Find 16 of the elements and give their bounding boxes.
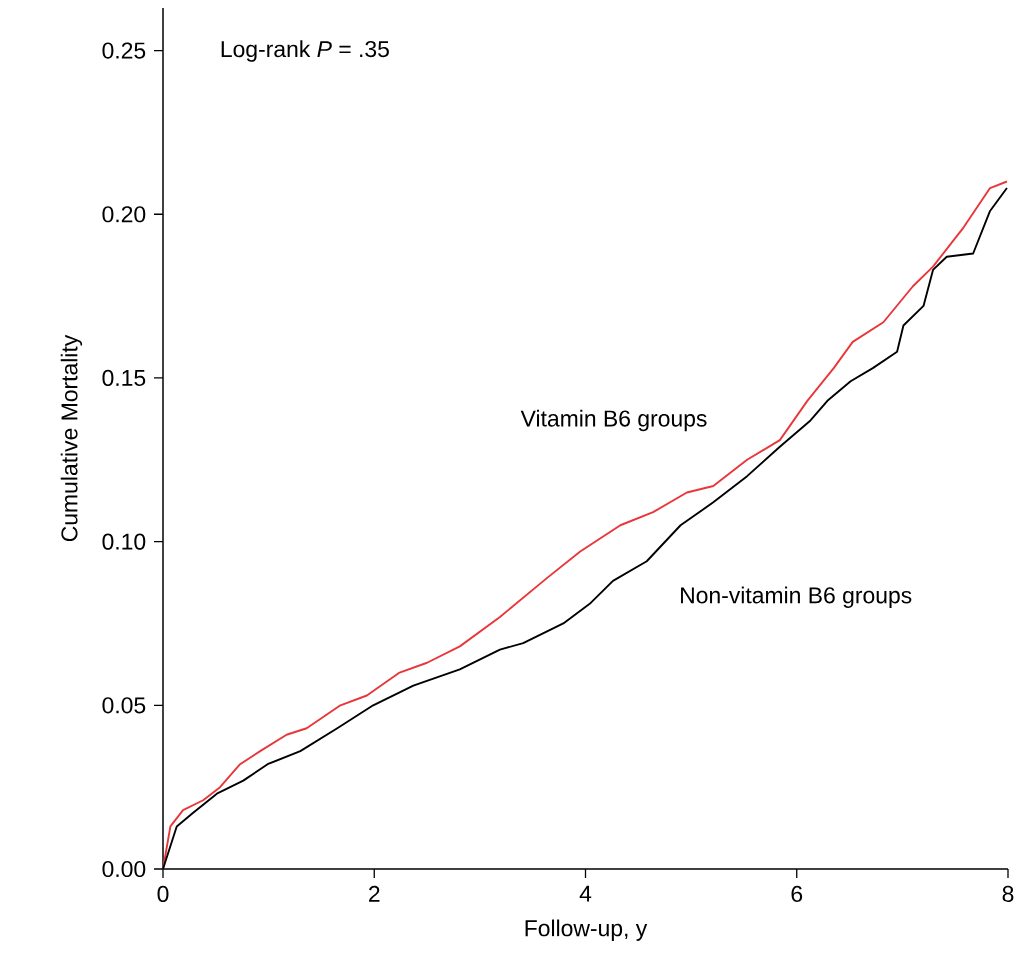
y-tick-label: 0.00 (102, 860, 146, 878)
x-tick-label: 6 (791, 885, 803, 903)
y-axis-title: Cumulative Mortality (60, 334, 83, 542)
y-tick-label: 0.10 (102, 533, 146, 550)
y-tick-label: 0.15 (102, 369, 146, 387)
series-label: Non-vitamin B6 groups (681, 586, 912, 608)
y-tick-label: 0.20 (102, 206, 146, 223)
y-tick-label: 0.05 (102, 697, 146, 714)
x-tick-label: 4 (579, 885, 592, 902)
x-tick-label: 0 (157, 885, 169, 903)
y-tick-label: 0.25 (102, 42, 146, 59)
x-tick-label: 8 (1002, 885, 1014, 903)
annotation: Log-rank P = .35 (221, 40, 389, 62)
x-tick-label: 2 (369, 885, 380, 902)
text: Vitamin B6 groups (520, 409, 707, 432)
x-axis-title: Follow-up, y (525, 919, 648, 941)
